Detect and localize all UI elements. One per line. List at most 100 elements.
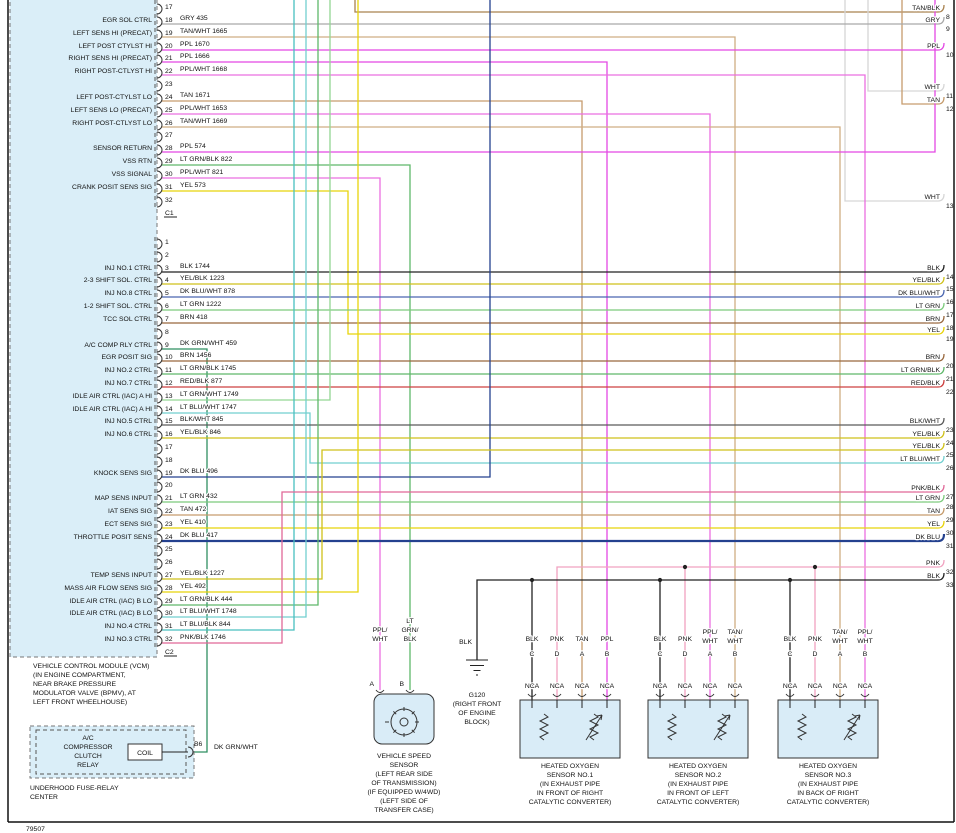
- pin-row: 24 DK BLU 417 THROTTLE POSIT SENS: [74, 531, 219, 545]
- o2-pin-bracket: [602, 693, 612, 697]
- edge-wire-color: WHT: [925, 84, 940, 91]
- edge-wire-color: PNK: [926, 560, 940, 567]
- connector-c1-label: C1: [165, 210, 174, 217]
- wire-label: TAN/WHT 1665: [180, 28, 228, 35]
- pin-row: 16 YEL/BLK 846 INJ NO.6 CTRL: [104, 428, 222, 442]
- wire-left-post-lo: [161, 100, 583, 700]
- edge-row: YEL/BLK 25: [911, 442, 954, 459]
- o2-nca-label: NCA: [858, 683, 873, 690]
- edge-wire-color: BRN: [926, 354, 940, 361]
- wire-left-sens-lo: [161, 113, 711, 700]
- pin-row: 24 TAN 1671 LEFT POST-CTYLST LO: [76, 91, 212, 105]
- o2-sensor-label: IN BACK OF RIGHT: [797, 790, 859, 797]
- pin-row: 18 GRY 435 EGR SOL CTRL: [102, 14, 209, 28]
- pin-bracket: [156, 533, 163, 545]
- wire-23-shift: [161, 276, 945, 285]
- o2-sensor-box: [647, 699, 749, 759]
- edge-row: PNK 32: [925, 559, 954, 576]
- pin-row: 28 PPL 574 SENSOR RETURN: [93, 142, 207, 156]
- pin-number: 17: [165, 444, 173, 451]
- vss-label-line: (IF EQUIPPED W/4WD): [368, 789, 441, 796]
- wire-inj4: [161, 0, 295, 631]
- o2-wire-color: PPL: [601, 636, 614, 643]
- edge-wire-color: GRY: [925, 17, 940, 24]
- wire-label: LT GRN/BLK 822: [180, 156, 232, 163]
- pin-bracket: [156, 469, 163, 481]
- pin-bracket: [156, 3, 163, 15]
- vss-label-line: OF TRANSMISSION): [371, 780, 436, 787]
- g120-ground: BLK G120 (RIGHT FRONT OF ENGINE BLOCK): [453, 638, 502, 726]
- signal-label: IDLE AIR CTRL (IAC) B LO: [70, 610, 152, 617]
- pin-number: 23: [165, 81, 173, 88]
- pin-row: 29 LT GRN/BLK 444 IDLE AIR CTRL (IAC) B LO: [70, 595, 234, 609]
- o2-pin-bracket: [730, 693, 740, 697]
- edge-row: LT GRN 28: [915, 494, 954, 511]
- wire-inj2: [161, 366, 945, 375]
- relay-label-line: CLUTCH: [74, 753, 102, 760]
- o2-pin-letter: C: [788, 651, 793, 658]
- ground-wire-color: BLK: [459, 639, 472, 646]
- wire-inj8: [161, 289, 945, 298]
- vss-wire-a-color: PPL/: [373, 627, 388, 634]
- signal-label: KNOCK SENS SIG: [94, 470, 152, 477]
- pin-number: 26: [165, 120, 173, 127]
- pin-row: 14 LT BLU/WHT 1747 IDLE AIR CTRL (IAC) A H…: [73, 403, 238, 417]
- wire-inj6: [161, 430, 945, 439]
- vcm-title-line: LEFT FRONT WHEELHOUSE): [33, 699, 127, 706]
- pin-row: 11 LT GRN/BLK 1745 INJ NO.2 CTRL: [104, 364, 237, 378]
- wire-iac-a-hi-1: [161, 0, 331, 401]
- pin-bracket: [156, 315, 163, 327]
- vss-label-line: VEHICLE SPEED: [377, 753, 431, 760]
- signal-label: INJ NO.3 CTRL: [104, 636, 152, 643]
- pin-row: 12 RED/BLK 877 INJ NO.7 CTRL: [104, 377, 224, 391]
- wire-label: YEL 410: [180, 519, 206, 526]
- pin-row: 3 BLK 1744 INJ NO.1 CTRL: [104, 262, 211, 276]
- wire-label: DK BLU 417: [180, 532, 218, 539]
- wire-label: LT GRN/BLK 1745: [180, 365, 236, 372]
- wire-pnk-bus: [556, 559, 945, 700]
- pin-number: 29: [165, 598, 173, 605]
- wire-label: LT BLU/WHT 1748: [180, 608, 237, 615]
- wire-left-sens-hi: [161, 36, 736, 700]
- edge-page-number: 19: [946, 336, 954, 343]
- pin-row: 4 YEL/BLK 1223 2-3 SHIFT SOL. CTRL: [84, 274, 226, 288]
- o2-sensor-label: SENSOR NO.1: [547, 772, 594, 779]
- wire-egr-posit: [161, 353, 945, 362]
- vcm-title-line: NEAR BRAKE PRESSURE: [33, 681, 117, 688]
- relay-label-line: A/C: [82, 735, 93, 742]
- o2-pin-bracket: [835, 693, 845, 697]
- signal-label: A/C COMP RLY CTRL: [84, 342, 152, 349]
- ground-label-line: BLOCK): [464, 719, 489, 726]
- signal-label: INJ NO.8 CTRL: [104, 290, 152, 297]
- pin-bracket: [156, 29, 163, 41]
- pin-row: 30 PPL/WHT 821 VSS SIGNAL: [112, 168, 225, 182]
- wire-label: DK GRN/WHT 459: [180, 340, 237, 347]
- edge-page-number: 28: [946, 504, 954, 511]
- edge-page-number: 13: [946, 203, 954, 210]
- pin-number: 3: [165, 265, 169, 272]
- junction-dot: [529, 577, 535, 583]
- o2-pin-letter: D: [813, 651, 818, 658]
- pin-row: 25: [156, 545, 173, 557]
- o2-wire-color: PNK: [550, 636, 564, 643]
- edge-page-number: 33: [946, 582, 954, 589]
- edge-page-number: 12: [946, 106, 954, 113]
- edge-wire-color: DK BLU: [915, 534, 940, 541]
- wire-label: GRY 435: [180, 15, 208, 22]
- o2-sensor-label: CATALYTIC CONVERTER): [529, 799, 612, 806]
- pin-number: 30: [165, 171, 173, 178]
- signal-label: VSS SIGNAL: [112, 171, 153, 178]
- pin-bracket: [156, 276, 163, 288]
- o2-sensor-2: BLK C NCA PNK D NCA PPL/WHT A NCA TAN/WHT B NCA HEAT…: [647, 628, 749, 806]
- pin-bracket: [156, 571, 163, 583]
- pin-row: 32 PNK/BLK 1746 INJ NO.3 CTRL: [104, 633, 227, 647]
- pin-number: 24: [165, 534, 173, 541]
- wire-label: PPL 1670: [180, 41, 210, 48]
- o2-nca-label: NCA: [808, 683, 823, 690]
- edge-page-number: 24: [946, 440, 954, 447]
- wire-label: LT GRN/WHT 1749: [180, 391, 239, 398]
- pin-number: 20: [165, 43, 173, 50]
- ground-name: G120: [469, 692, 486, 699]
- o2-pin-bracket: [860, 693, 870, 697]
